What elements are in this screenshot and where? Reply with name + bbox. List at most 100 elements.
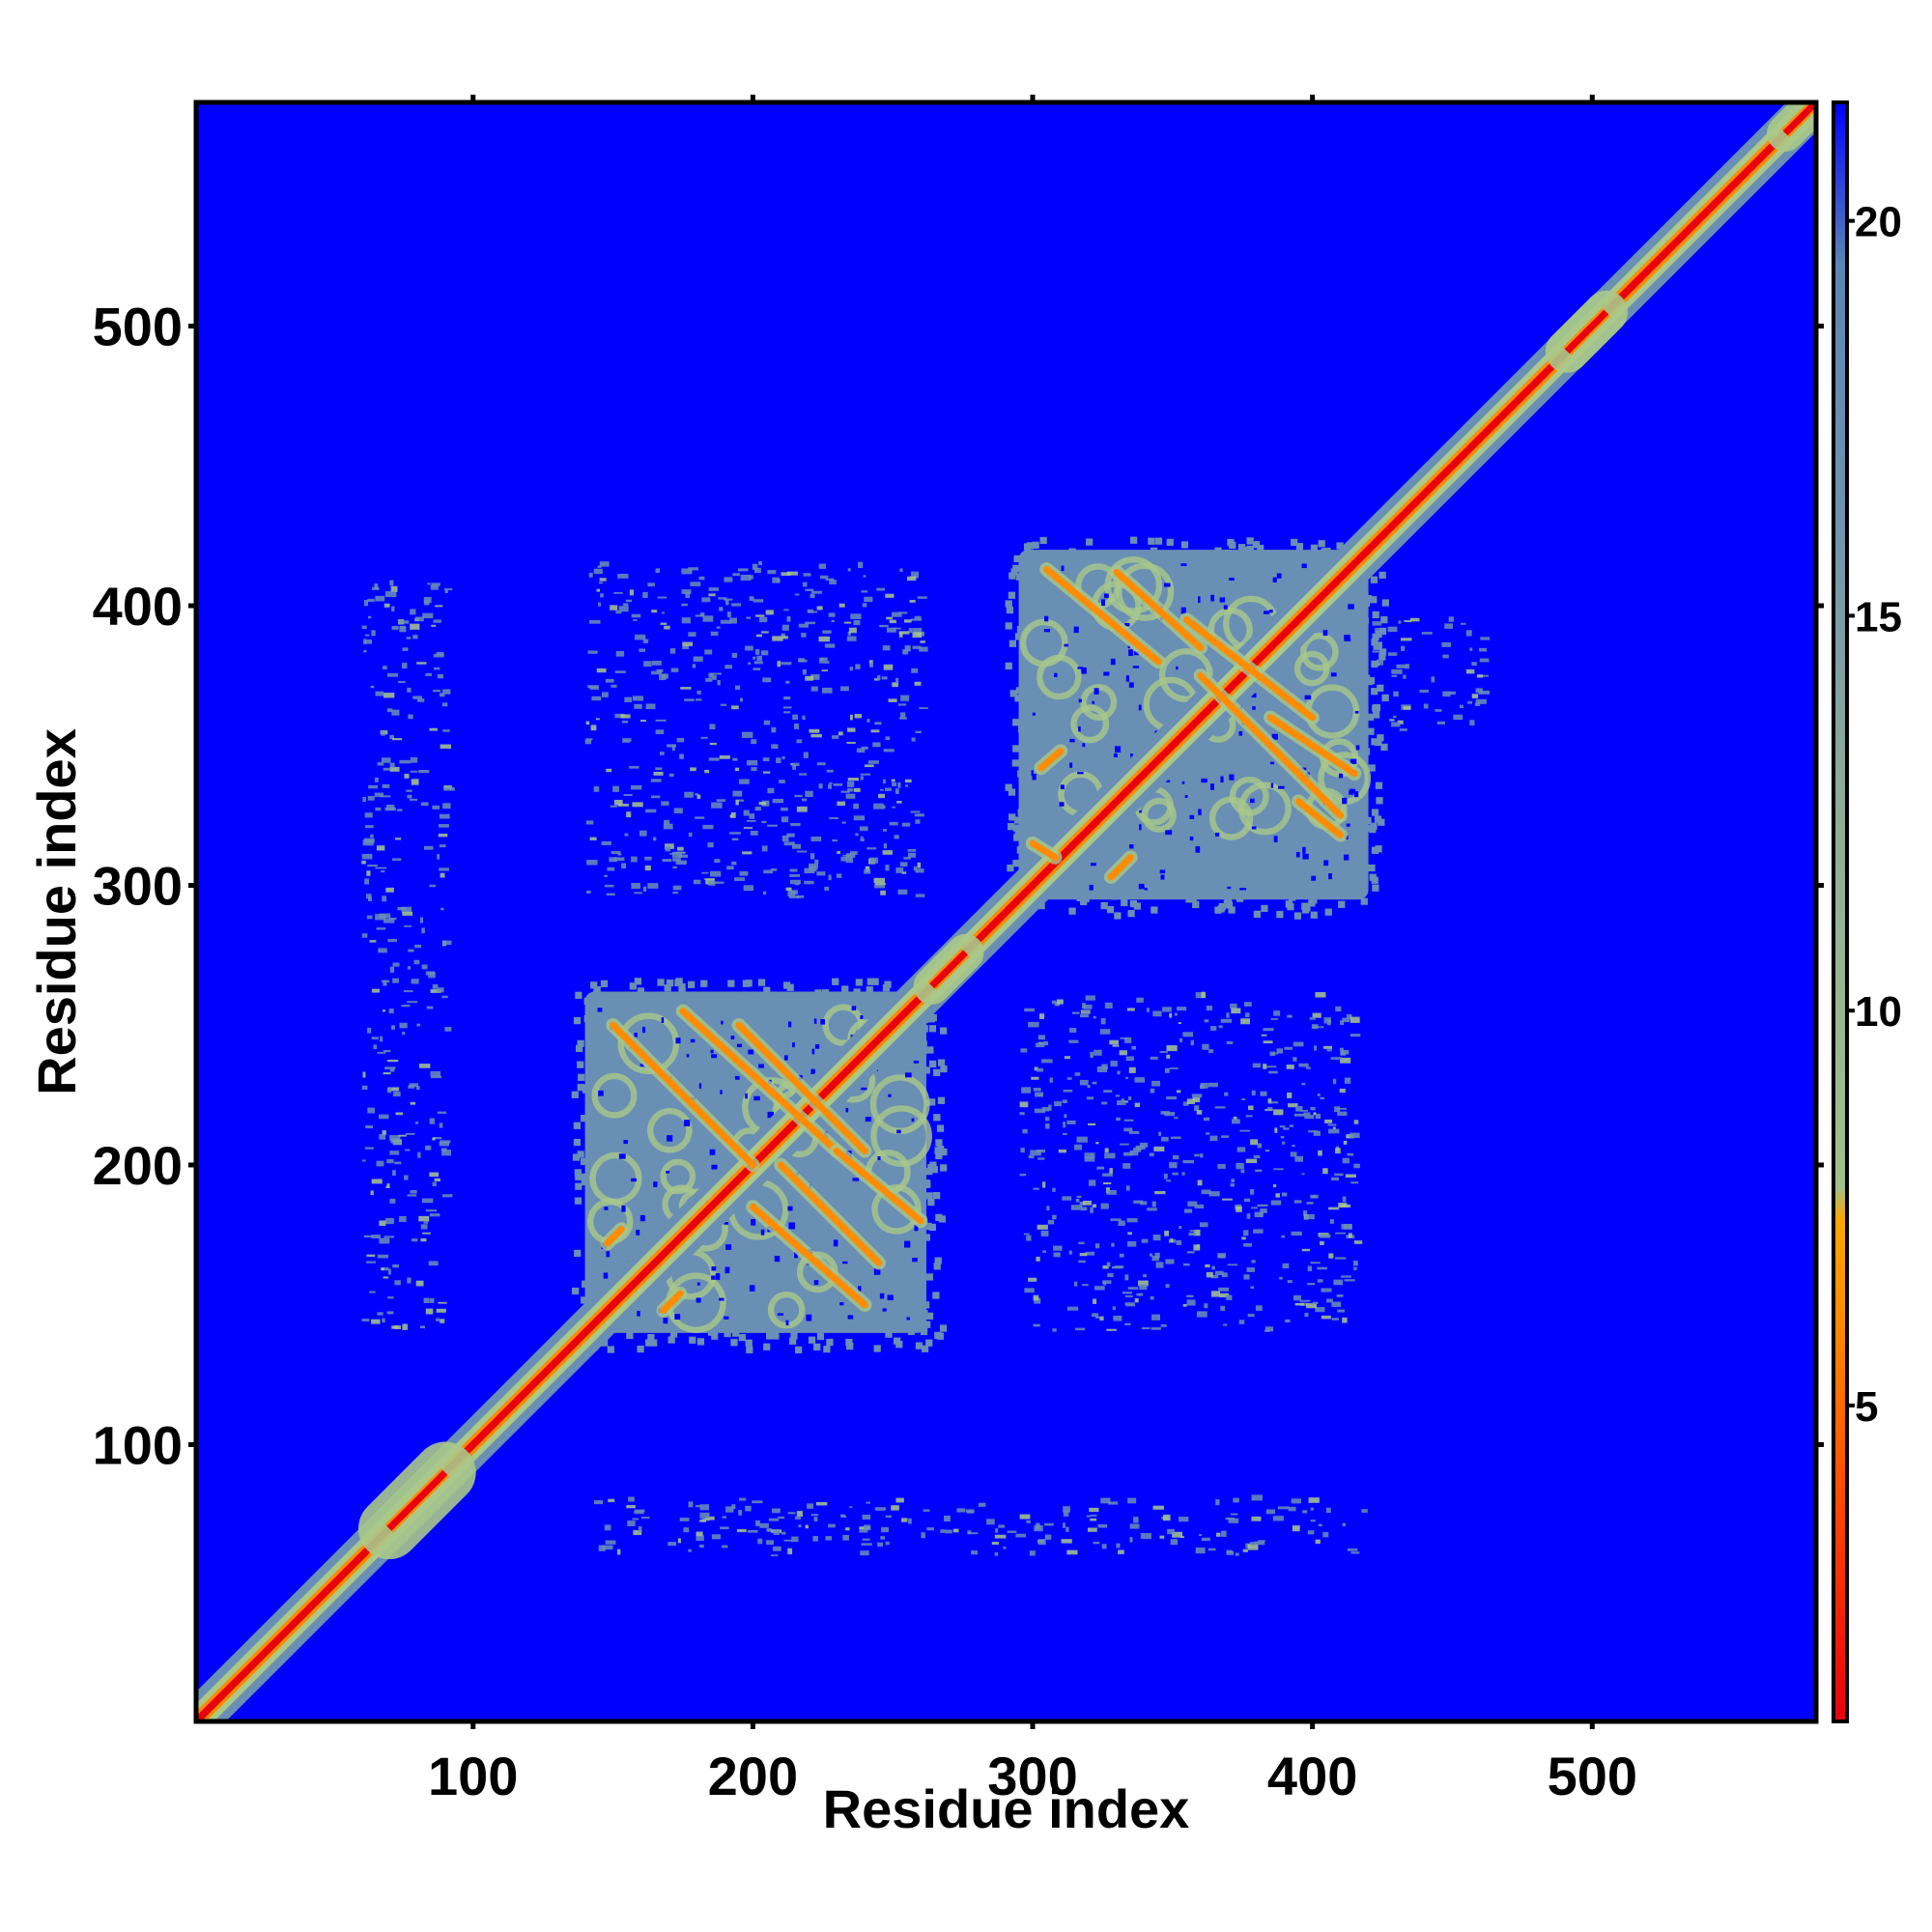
- domain-edge: [786, 983, 794, 991]
- contact-cell: [783, 711, 791, 714]
- domain-edge: [1023, 543, 1032, 551]
- contact-cell: [1044, 1534, 1052, 1540]
- contact-cell: [427, 582, 431, 585]
- y-tick-label: 500: [93, 297, 183, 357]
- contact-cell: [1436, 721, 1445, 724]
- contact-cell: [594, 1500, 604, 1505]
- contact-cell: [670, 668, 679, 672]
- contact-cell: [1041, 1106, 1050, 1112]
- contact-cell: [383, 919, 395, 923]
- contact-cell: [783, 696, 791, 700]
- contact-cell: [608, 1498, 615, 1503]
- contact-cell: [1104, 1002, 1113, 1009]
- contact-cell: [1155, 1262, 1164, 1268]
- gap-cell: [1330, 672, 1337, 677]
- contact-cell: [1125, 1056, 1134, 1062]
- contact-cell: [883, 664, 894, 670]
- contact-cell: [1313, 1112, 1317, 1116]
- contact-cell: [781, 755, 785, 760]
- contact-cell: [1128, 1096, 1132, 1100]
- contact-cell: [762, 891, 767, 895]
- contact-cell: [880, 1536, 886, 1540]
- domain-edge: [746, 1346, 753, 1353]
- contact-cell: [1103, 1090, 1113, 1094]
- contact-cell: [401, 663, 408, 668]
- gap-cell: [1164, 780, 1171, 782]
- gap-cell: [1276, 573, 1282, 579]
- contact-cell: [745, 645, 753, 651]
- contact-cell: [1350, 1132, 1360, 1139]
- contact-cell: [1151, 1327, 1161, 1330]
- gap-cell: [811, 1048, 815, 1055]
- contact-cell: [392, 1141, 401, 1145]
- contact-cell: [672, 885, 682, 891]
- contact-cell: [731, 838, 739, 841]
- contact-cell: [940, 1529, 946, 1533]
- contact-cell: [681, 617, 691, 624]
- contact-cell: [776, 757, 781, 764]
- gap-cell: [653, 1181, 658, 1187]
- contact-cell: [1266, 1107, 1273, 1111]
- gap-cell: [1271, 733, 1278, 740]
- contact-cell: [1129, 1537, 1133, 1543]
- contact-cell: [373, 1044, 378, 1050]
- contact-cell: [434, 1178, 440, 1181]
- contact-cell: [382, 1266, 389, 1271]
- domain-edge: [1008, 788, 1016, 796]
- contact-cell: [860, 1550, 869, 1556]
- contact-cell: [889, 619, 896, 624]
- contact-cell: [657, 596, 668, 599]
- contact-cell: [1292, 1144, 1295, 1148]
- contact-cell: [978, 1502, 986, 1507]
- contact-cell: [741, 731, 753, 738]
- contact-cell: [725, 1506, 734, 1513]
- contact-cell: [1093, 1015, 1096, 1019]
- gap-cell: [1180, 607, 1186, 614]
- contact-cell: [1186, 1294, 1194, 1297]
- contact-cell: [719, 607, 724, 611]
- contact-cell: [1243, 1274, 1250, 1280]
- contact-cell: [1421, 632, 1433, 635]
- gap-cell: [724, 1266, 730, 1274]
- contact-cell: [1189, 1230, 1197, 1233]
- domain-edge: [925, 1273, 933, 1281]
- contact-cell: [1293, 1041, 1304, 1047]
- contact-cell: [425, 971, 436, 976]
- contact-cell: [1029, 1550, 1036, 1556]
- gap-cell: [621, 1205, 626, 1212]
- contact-cell: [425, 672, 433, 676]
- contact-cell: [1108, 1501, 1119, 1505]
- contact-cell: [856, 748, 866, 753]
- contact-cell: [861, 590, 868, 593]
- contact-cell: [1124, 1037, 1132, 1043]
- contact-cell: [440, 872, 445, 878]
- contact-cell: [629, 765, 639, 769]
- contact-cell: [384, 603, 390, 608]
- contact-cell: [885, 593, 895, 598]
- contact-cell: [1106, 1189, 1117, 1195]
- contact-cell: [606, 768, 612, 773]
- contact-cell: [840, 857, 847, 862]
- contact-cell: [1290, 1151, 1297, 1157]
- contact-cell: [1086, 1515, 1092, 1518]
- contact-cell: [386, 672, 399, 677]
- contact-cell: [826, 769, 834, 773]
- contact-cell: [1200, 1153, 1204, 1158]
- contact-cell: [1186, 1299, 1196, 1306]
- contact-cell: [432, 805, 440, 810]
- contact-cell: [410, 609, 416, 615]
- domain-edge: [696, 1338, 705, 1346]
- contact-cell: [1211, 1274, 1219, 1279]
- y-tick-label: 100: [93, 1414, 183, 1475]
- contact-cell: [1062, 1196, 1072, 1201]
- contact-cell: [1291, 1498, 1302, 1504]
- contact-segment: [1043, 565, 1162, 666]
- contact-cell: [1084, 1156, 1095, 1162]
- contact-cell: [1221, 1135, 1230, 1138]
- contact-cell: [796, 806, 808, 812]
- contact-segment: [1197, 671, 1345, 819]
- domain-edge: [678, 982, 686, 991]
- contact-cell: [1211, 1265, 1215, 1270]
- domain-edge: [724, 1329, 731, 1338]
- contact-cell: [436, 1318, 440, 1321]
